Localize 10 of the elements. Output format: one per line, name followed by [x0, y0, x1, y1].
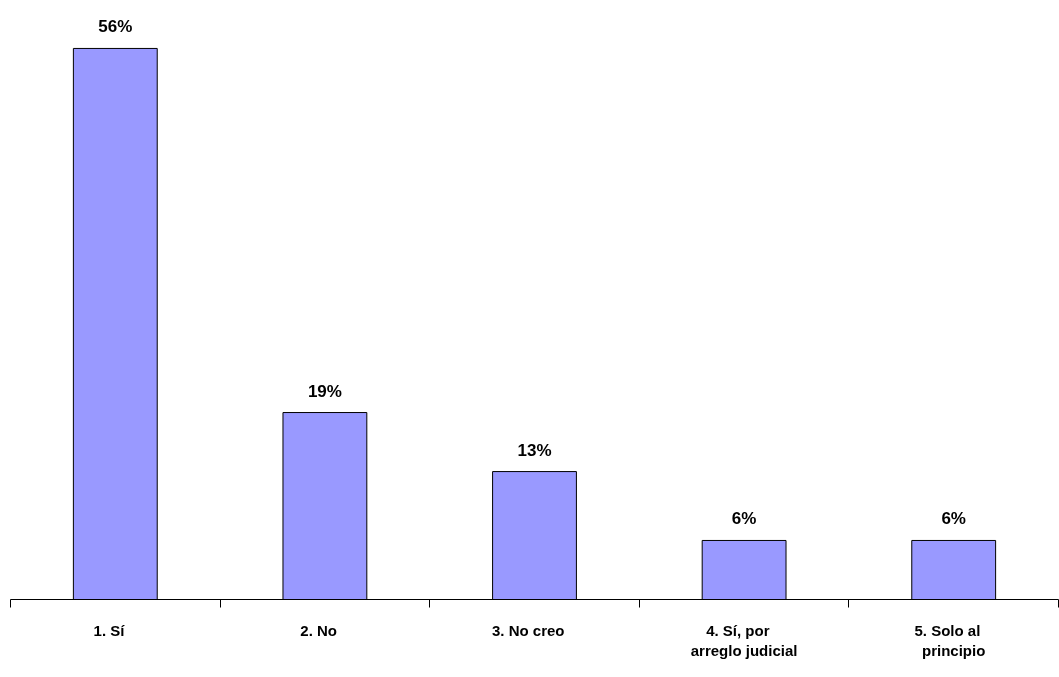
data-label: 6%: [941, 509, 966, 529]
data-label: 6%: [731, 509, 757, 529]
x-tick-label: 2. No: [300, 621, 337, 639]
x-tick-label: 1. Sí: [93, 621, 126, 639]
x-tick-label: 4. Sí, por arreglo judicial: [690, 621, 798, 659]
data-label: 19%: [307, 381, 342, 401]
x-tick-label: 3. No creo: [491, 621, 565, 639]
data-label: 56%: [98, 17, 133, 37]
x-tick-label: 5. Solo al principio: [914, 621, 986, 659]
data-label: 13%: [517, 440, 552, 460]
